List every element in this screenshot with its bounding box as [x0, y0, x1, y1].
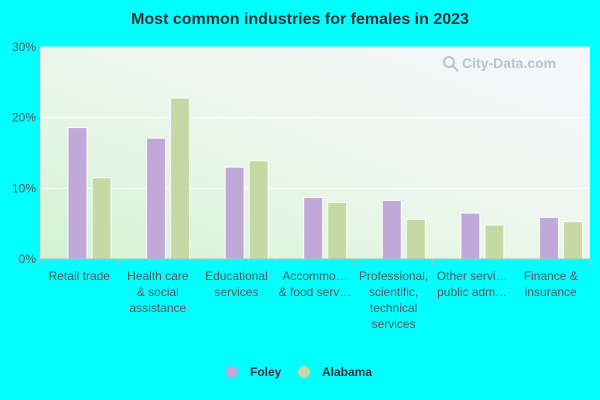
x-tick-label: Professional, scientific, technical service…	[359, 269, 428, 331]
x-tick-label: Accommo… & food serv…	[279, 269, 352, 299]
x-tick-label: Finance & insurance	[524, 269, 578, 299]
bar-alabama	[562, 221, 583, 260]
bars	[67, 97, 583, 260]
legend-swatch	[298, 366, 310, 378]
x-axis-separators	[39, 259, 591, 265]
legend-label: Foley	[250, 365, 282, 379]
watermark-text: City-Data.com	[462, 55, 556, 71]
legend-swatch	[226, 366, 238, 378]
y-tick-label: 0%	[19, 252, 37, 266]
watermark: City-Data.com	[443, 55, 556, 72]
bar-alabama	[327, 201, 348, 260]
bar-foley	[224, 166, 245, 260]
bar-alabama	[248, 160, 269, 260]
bar-foley	[538, 216, 559, 260]
bar-alabama	[484, 224, 505, 260]
x-tick-label: Retail trade	[49, 269, 111, 283]
x-tick-label: Other servi… public adm…	[437, 269, 508, 299]
magnifier-handle	[452, 65, 459, 72]
legend-item-foley: Foley	[226, 365, 282, 379]
chart-title: Most common industries for females in 20…	[131, 11, 469, 28]
y-axis-ticks: 0% 10% 20% 30%	[12, 40, 36, 266]
bar-alabama	[91, 177, 112, 260]
legend-label: Alabama	[322, 365, 372, 379]
grid-lines	[40, 46, 590, 189]
bar-foley	[67, 127, 88, 260]
legend-item-alabama: Alabama	[298, 365, 372, 379]
bar-alabama	[170, 97, 191, 260]
bar-foley	[381, 199, 402, 260]
y-tick-label: 30%	[12, 40, 36, 54]
y-tick-label: 20%	[12, 111, 36, 125]
x-tick-label: Educational services	[205, 269, 268, 299]
bar-foley	[460, 212, 481, 260]
x-tick-label: Health care & social assistance	[127, 269, 189, 315]
bar-alabama	[405, 218, 426, 260]
legend: Foley Alabama	[226, 365, 372, 379]
bar-foley	[303, 197, 324, 260]
x-axis-tick-labels: Retail trade Health care & social assistanc…	[49, 269, 578, 331]
magnifier-icon	[443, 56, 455, 68]
y-tick-label: 10%	[12, 181, 36, 195]
bar-foley	[146, 137, 167, 260]
